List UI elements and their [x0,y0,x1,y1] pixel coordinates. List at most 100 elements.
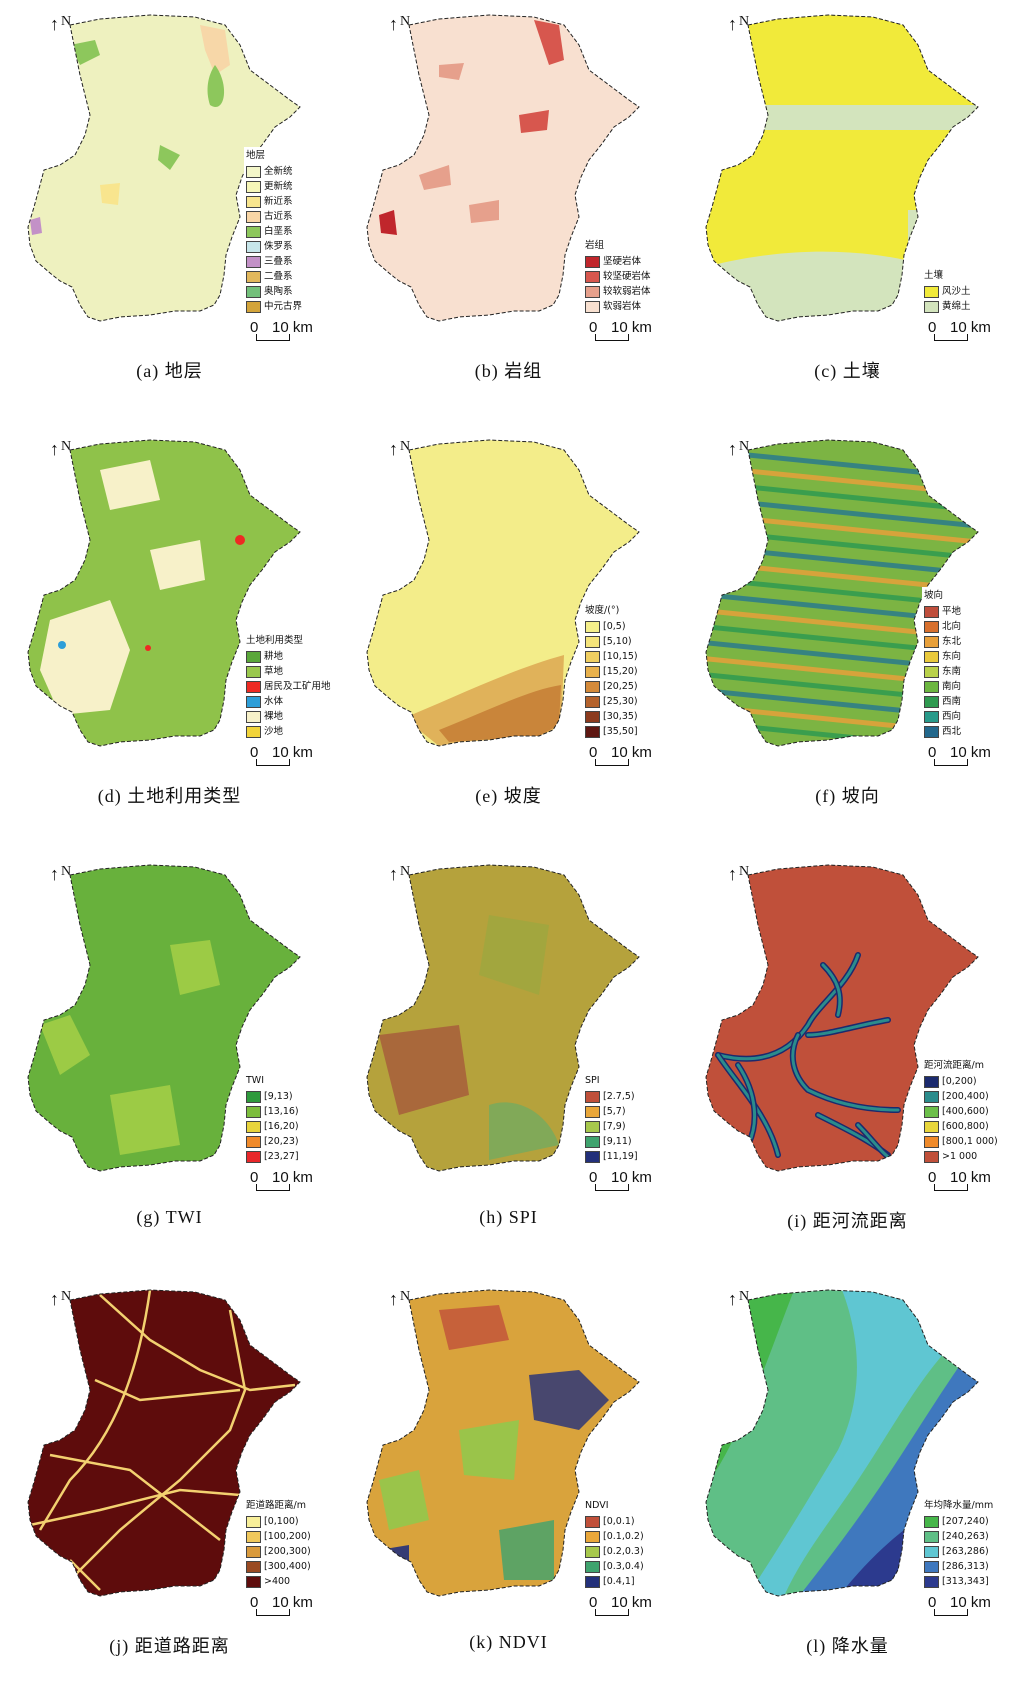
north-arrow: ↑ N [50,1290,71,1309]
legend-item: [286,313) [924,1559,993,1574]
map-legend: 土壤 风沙土 黄绵土 [922,267,974,316]
north-arrow: ↑ N [389,1289,411,1309]
legend-item: 二叠系 [246,269,302,284]
legend-swatch [924,1150,939,1163]
panel-caption: (i) 距河流距离 [787,1211,908,1231]
legend-item: 东向 [924,649,961,664]
legend-item: 较坚硬岩体 [585,269,651,284]
legend-title: 年均降水量/mm [924,1500,994,1511]
legend-item: [7,9) [585,1119,638,1134]
legend-swatch [246,665,261,678]
legend-label: [11,19] [603,1151,638,1162]
legend-label: 西南 [942,696,962,707]
north-label: N [739,1289,750,1304]
legend-label: 新近系 [264,196,293,207]
legend-label: [200,300) [264,1546,311,1557]
scale-bar-line [934,1609,968,1616]
legend-item: [300,400) [246,1559,311,1574]
legend-swatch [246,1515,261,1528]
legend-label: [0.3,0.4) [603,1561,644,1572]
legend-swatch [924,605,939,618]
legend-item: 南向 [924,679,961,694]
north-label: N [739,14,750,29]
map-legend: 岩组 坚硬岩体 较坚硬岩体 较软弱岩体 软弱岩体 [583,237,654,316]
north-arrow: ↑ N [728,14,750,34]
scale-zero: 0 [928,319,937,336]
north-label: N [61,864,72,879]
legend-swatch [585,1575,600,1588]
legend-label: 坚硬岩体 [603,256,642,267]
legend-label: [7,9) [603,1121,626,1132]
scale-distance: 10 km [950,1169,991,1186]
legend-swatch [924,710,939,723]
legend-swatch [924,285,939,298]
map-region [366,14,640,322]
legend-swatch [585,300,600,313]
north-label: N [400,864,411,879]
legend-item: 坚硬岩体 [585,254,651,269]
legend-label: 平地 [942,606,962,617]
scale-bar-line [256,759,290,766]
scale-bar-line [934,759,968,766]
legend-label: [313,343] [942,1576,989,1587]
legend-item: [0.3,0.4) [585,1559,644,1574]
north-arrow: ↑ N [50,440,71,459]
legend-item: 裸地 [246,709,331,724]
north-arrow-icon: ↑ [389,439,398,459]
legend-item: [0,100) [246,1514,311,1529]
legend-label: 三叠系 [264,256,293,267]
legend-item: [0,200) [924,1074,998,1089]
legend-label: [9,11) [603,1136,632,1147]
scale-distance: 10 km [611,1594,652,1611]
legend-swatch [246,1090,261,1103]
legend-swatch [585,680,600,693]
legend-swatch [585,710,600,723]
legend-label: 软弱岩体 [603,301,642,312]
legend-item: [313,343] [924,1574,993,1589]
legend-swatch [246,180,261,193]
legend-label: 白垩系 [264,226,293,237]
scale-bar-line [595,1184,629,1191]
legend-item: 黄绵土 [924,299,971,314]
scale-zero: 0 [928,1169,937,1186]
legend-swatch [924,680,939,693]
north-label: N [400,1289,411,1304]
north-arrow-icon: ↑ [389,14,398,34]
legend-label: 草地 [264,666,284,677]
legend-swatch [924,695,939,708]
legend-item: [9,11) [585,1134,638,1149]
panel-caption: (h) SPI [479,1207,538,1227]
map-region [27,1289,301,1597]
north-arrow-icon: ↑ [389,864,398,884]
legend-label: 全新统 [264,166,293,177]
map-region [27,439,301,747]
legend-item: 较软弱岩体 [585,284,651,299]
legend-swatch [585,1150,600,1163]
legend-label: [15,20) [603,666,638,677]
map-region [366,864,640,1172]
map-panel: ↑ N 地层 全新统 更新统 新近系 古近系 白垩系 侏罗系 三叠系 二叠系 奥陶系 中元古界 0 10 k… [0,5,339,430]
legend-label: [10,15) [603,651,638,662]
panel-caption: (k) NDVI [469,1632,548,1652]
scale-zero: 0 [928,744,937,761]
legend-swatch [246,695,261,708]
legend-swatch [246,1545,261,1558]
map-legend: 距道路距离/m [0,100) [100,200) [200,300) [300,400… [244,1497,314,1591]
map-panel: ↑ N 距道路距离/m [0,100) [100,200) [200,300) [300,4… [0,1280,339,1705]
legend-swatch [585,1530,600,1543]
map-panel: ↑ N 年均降水量/mm [207,240) [240,263) [263,286) [28… [678,1280,1017,1705]
map-panel: ↑ N 距河流距离/m [0,200) [200,400) [400,600) [600,8… [678,855,1017,1280]
map-legend: 年均降水量/mm [207,240) [240,263) [263,286) [286,… [922,1497,997,1591]
legend-swatch [924,665,939,678]
legend-title: TWI [246,1075,264,1086]
legend-label: [286,313) [942,1561,989,1572]
legend-label: 南向 [942,681,962,692]
legend-label: 风沙土 [942,286,971,297]
legend-item: [200,400) [924,1089,998,1104]
legend-label: 侏罗系 [264,241,293,252]
legend-title: 地层 [246,150,266,161]
legend-swatch [246,165,261,178]
legend-item: [400,600) [924,1104,998,1119]
legend-label: 居民及工矿用地 [264,681,331,692]
legend-item: 更新统 [246,179,302,194]
